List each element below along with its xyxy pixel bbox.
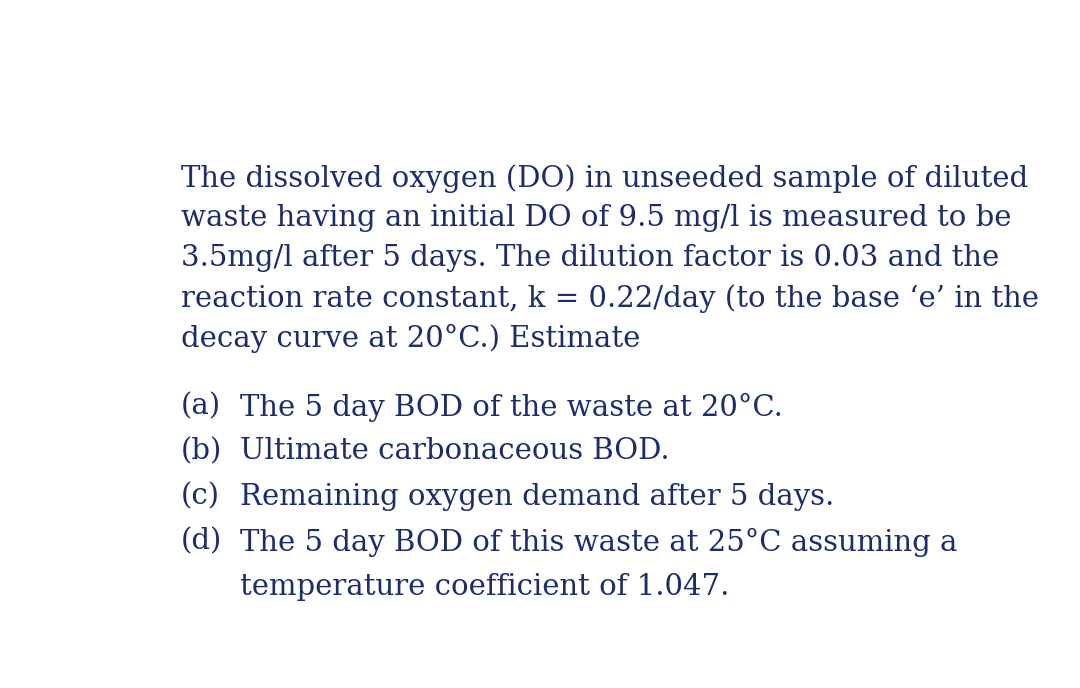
Text: The 5 day BOD of the waste at 20°C.: The 5 day BOD of the waste at 20°C. (240, 392, 783, 422)
Text: Ultimate carbonaceous BOD.: Ultimate carbonaceous BOD. (240, 438, 670, 466)
Text: (a): (a) (181, 392, 221, 420)
Text: Remaining oxygen demand after 5 days.: Remaining oxygen demand after 5 days. (240, 482, 834, 510)
Text: reaction rate constant, k = 0.22/day (to the base ‘e’ in the: reaction rate constant, k = 0.22/day (to… (181, 284, 1039, 312)
Text: decay curve at 20°C.) Estimate: decay curve at 20°C.) Estimate (181, 323, 640, 353)
Text: The dissolved oxygen (DO) in unseeded sample of diluted: The dissolved oxygen (DO) in unseeded sa… (181, 164, 1028, 193)
Text: (b): (b) (181, 438, 222, 466)
Text: waste having an initial DO of 9.5 mg/l is measured to be: waste having an initial DO of 9.5 mg/l i… (181, 204, 1012, 233)
Text: (c): (c) (181, 482, 220, 510)
Text: (d): (d) (181, 528, 222, 555)
Text: temperature coefficient of 1.047.: temperature coefficient of 1.047. (240, 572, 729, 601)
Text: 3.5mg/l after 5 days. The dilution factor is 0.03 and the: 3.5mg/l after 5 days. The dilution facto… (181, 244, 999, 272)
Text: The 5 day BOD of this waste at 25°C assuming a: The 5 day BOD of this waste at 25°C assu… (240, 528, 957, 557)
